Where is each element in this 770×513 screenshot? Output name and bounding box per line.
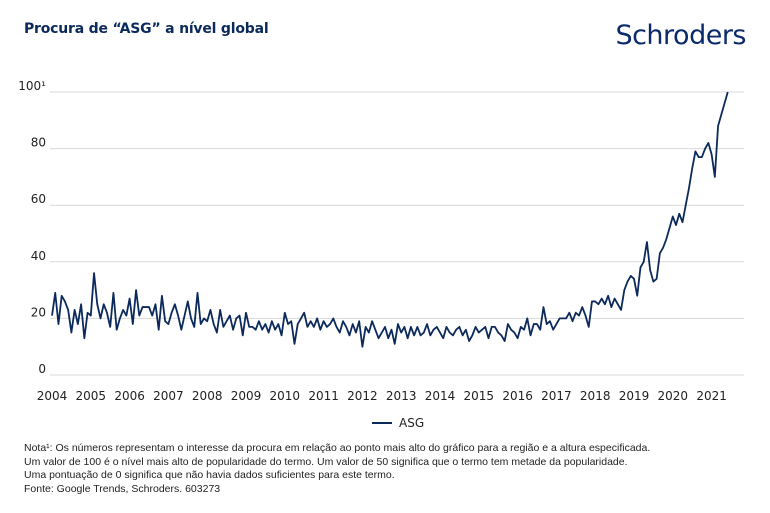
x-tick-label: 2016: [502, 389, 533, 403]
x-tick-label: 2015: [464, 389, 495, 403]
x-tick-label: 2013: [386, 389, 417, 403]
y-tick-label: 40: [31, 249, 46, 263]
grid-lines: [50, 91, 744, 376]
x-tick-label: 2014: [425, 389, 456, 403]
chart-title: Procura de “ASG” a nível global: [24, 21, 269, 37]
footnotes: Nota¹: Os números representam o interess…: [24, 442, 650, 496]
schroders-logo: Schroders: [615, 20, 746, 51]
x-axis-ticks: 2004 2005 2006 2007 2008 2009 2010 2011 2012 2013…: [37, 389, 727, 403]
x-tick-label: 2021: [696, 389, 727, 403]
legend-label-asg: ASG: [399, 416, 425, 430]
y-tick-label: 80: [31, 136, 46, 150]
legend-swatch-asg: [372, 422, 392, 424]
y-axis-ticks: 0 20 40 60 80 100¹: [18, 79, 46, 376]
y-tick-label: 20: [31, 305, 46, 319]
y-tick-label: 100¹: [18, 79, 46, 93]
x-tick-label: 2009: [231, 389, 262, 403]
x-tick-label: 2007: [153, 389, 184, 403]
y-tick-label: 0: [38, 362, 46, 376]
series-line-asg: [51, 91, 729, 348]
y-tick-label: 60: [31, 192, 46, 206]
x-tick-label: 2011: [308, 389, 339, 403]
source-line: Fonte: Google Trends, Schroders. 603273: [24, 482, 221, 495]
x-tick-label: 2020: [658, 389, 689, 403]
x-tick-label: 2004: [37, 389, 68, 403]
x-tick-label: 2008: [192, 389, 223, 403]
note-line-2: Um valor de 100 é o nível mais alto de p…: [24, 455, 628, 468]
note-line-3: Uma pontuação de 0 significa que não hav…: [24, 469, 395, 481]
x-tick-label: 2018: [580, 389, 611, 403]
x-tick-label: 2006: [114, 389, 145, 403]
note-line-1: Nota¹: Os números representam o interess…: [24, 442, 651, 454]
x-tick-label: 2017: [541, 389, 572, 403]
series-group: [51, 91, 729, 348]
x-tick-label: 2019: [619, 389, 650, 403]
legend: ASG: [372, 416, 424, 430]
x-tick-label: 2010: [270, 389, 301, 403]
x-tick-label: 2005: [76, 389, 107, 403]
x-tick-label: 2012: [347, 389, 378, 403]
